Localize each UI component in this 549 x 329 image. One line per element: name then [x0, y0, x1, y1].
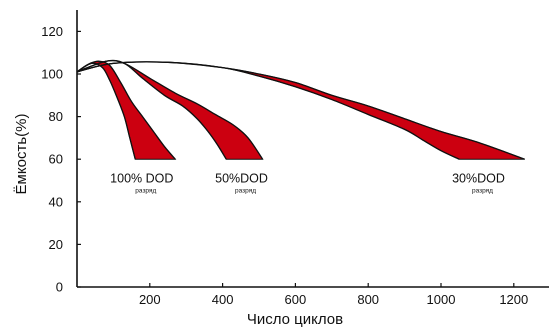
y-tick-label-20: 20 [49, 237, 63, 252]
x-tick-label-1200: 1200 [499, 292, 528, 307]
label-50-percent-dod: 50%DOD [215, 172, 268, 186]
curve-lower-50-percent-dod [76, 59, 227, 160]
sublabel-30-percent-dod: разряд [472, 188, 493, 195]
y-tick-label-80: 80 [49, 109, 63, 124]
y-axis-title: Ёмкость(%) [13, 114, 30, 195]
x-tick-label-800: 800 [357, 292, 379, 307]
y-tick-label-120: 120 [41, 24, 63, 39]
y-tick-label-0: 0 [56, 280, 63, 295]
band-50-percent-dod [76, 60, 264, 160]
curve-labels: 100% DOD разряд 50%DOD разряд 30%DOD разряд [110, 172, 505, 195]
dod-bands [76, 59, 525, 160]
curve-upper-100-percent-dod [76, 60, 176, 160]
curve-lower-100-percent-dod [76, 62, 136, 160]
curve-lower-30-percent-dod [76, 61, 460, 160]
x-tick-label-600: 600 [285, 292, 307, 307]
axes [76, 10, 549, 288]
label-100-percent-dod: 100% DOD [110, 172, 173, 186]
x-tick-label-400: 400 [212, 292, 234, 307]
y-tick-label-40: 40 [49, 194, 63, 209]
x-axis-title: Число циклов [247, 311, 343, 328]
y-tick-label-100: 100 [41, 67, 63, 82]
label-30-percent-dod: 30%DOD [452, 172, 505, 186]
x-tick-label-200: 200 [139, 292, 161, 307]
x-tick-label-1000: 1000 [427, 292, 456, 307]
sublabel-100-percent-dod: разряд [135, 188, 156, 195]
y-tick-label-60: 60 [49, 152, 63, 167]
sublabel-50-percent-dod: разряд [235, 188, 256, 195]
axis-ticks: 0 20 40 60 80 100 120 200 400 600 800 1000 1200 [41, 24, 528, 307]
band-100-percent-dod [76, 60, 177, 160]
